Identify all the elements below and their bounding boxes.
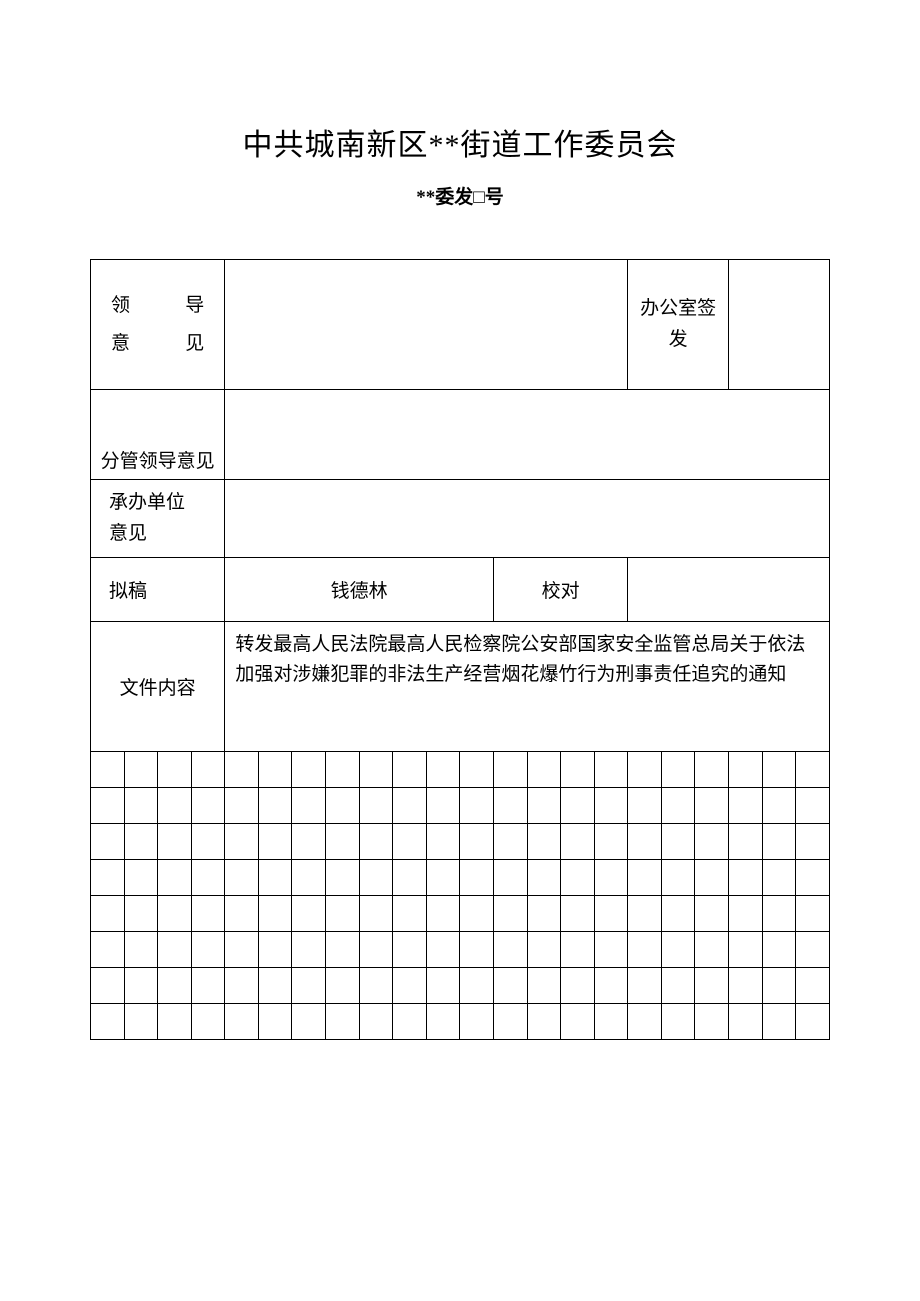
grid-row (91, 860, 830, 896)
text: 领 (111, 287, 130, 325)
text: 意 (111, 325, 130, 363)
office-sign-label: 办公室签 发 (628, 260, 729, 390)
leader-opinion-label: 领 导 意 见 (91, 260, 225, 390)
document-title: 中共城南新区**街道工作委员会 (90, 120, 830, 164)
proofreading-label: 校对 (493, 558, 627, 622)
drafting-label: 拟稿 (91, 558, 225, 622)
text: 办公室签 (632, 294, 724, 324)
leader-opinion-value (225, 260, 628, 390)
grid-row (91, 968, 830, 1004)
document-subtitle: **委发□号 (90, 182, 830, 209)
office-sign-value (728, 260, 829, 390)
proofreading-value (628, 558, 830, 622)
grid-row (91, 824, 830, 860)
unit-opinion-label: 承办单位 意见 (91, 480, 225, 558)
grid-row (91, 752, 830, 788)
text: 导 (185, 287, 204, 325)
drafting-value: 钱德林 (225, 558, 494, 622)
text: 见 (185, 325, 204, 363)
content-label: 文件内容 (91, 622, 225, 752)
grid-row (91, 932, 830, 968)
deputy-leader-label: 分管领导意见 (91, 390, 225, 480)
text: 承办单位 (109, 488, 220, 518)
text: 意见 (109, 519, 220, 549)
form-table: 领 导 意 见 办公室签 发 分管领导意见 承办单位 意见 拟稿 钱德林 校对 (90, 259, 830, 1040)
unit-opinion-value (225, 480, 830, 558)
content-value: 转发最高人民法院最高人民检察院公安部国家安全监管总局关于依法加强对涉嫌犯罪的非法… (225, 622, 830, 752)
grid-row (91, 896, 830, 932)
deputy-leader-value (225, 390, 830, 480)
text: 发 (632, 325, 724, 355)
grid-row (91, 788, 830, 824)
grid-row (91, 1004, 830, 1040)
